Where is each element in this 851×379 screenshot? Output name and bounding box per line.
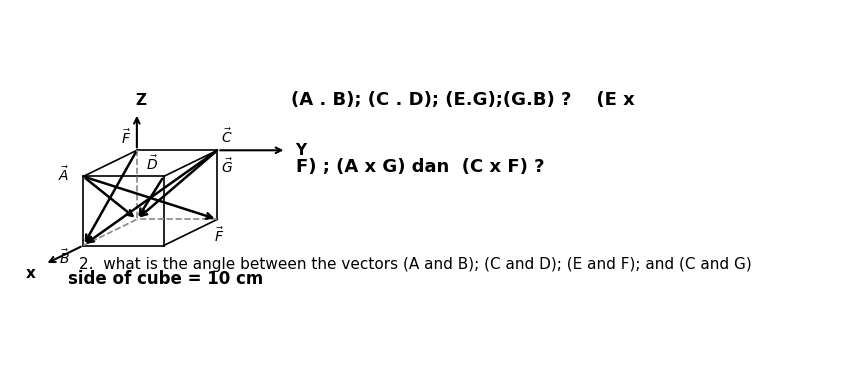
Text: $\vec{G}$: $\vec{G}$ bbox=[221, 157, 233, 175]
Text: $\vec{A}$: $\vec{A}$ bbox=[58, 165, 70, 184]
Text: 2.  what is the angle between the vectors (A and B); (C and D); (E and F); and (: 2. what is the angle between the vectors… bbox=[79, 257, 752, 272]
Text: $\vec{B}$: $\vec{B}$ bbox=[59, 249, 70, 267]
Text: x: x bbox=[26, 266, 36, 281]
Text: F) ; (A x G) dan  (C x F) ?: F) ; (A x G) dan (C x F) ? bbox=[296, 158, 545, 176]
Text: $\vec{F}$: $\vec{F}$ bbox=[121, 129, 131, 147]
Text: Y: Y bbox=[295, 143, 306, 158]
Text: (A . B); (C . D); (E.G);(G.B) ?    (E x: (A . B); (C . D); (E.G);(G.B) ? (E x bbox=[291, 91, 634, 109]
Text: $\vec{C}$: $\vec{C}$ bbox=[221, 127, 233, 146]
Text: Z: Z bbox=[135, 94, 146, 108]
Text: $\vec{F}$: $\vec{F}$ bbox=[214, 227, 224, 246]
Text: $\vec{D}$: $\vec{D}$ bbox=[146, 154, 157, 173]
Text: side of cube = 10 cm: side of cube = 10 cm bbox=[68, 270, 263, 288]
